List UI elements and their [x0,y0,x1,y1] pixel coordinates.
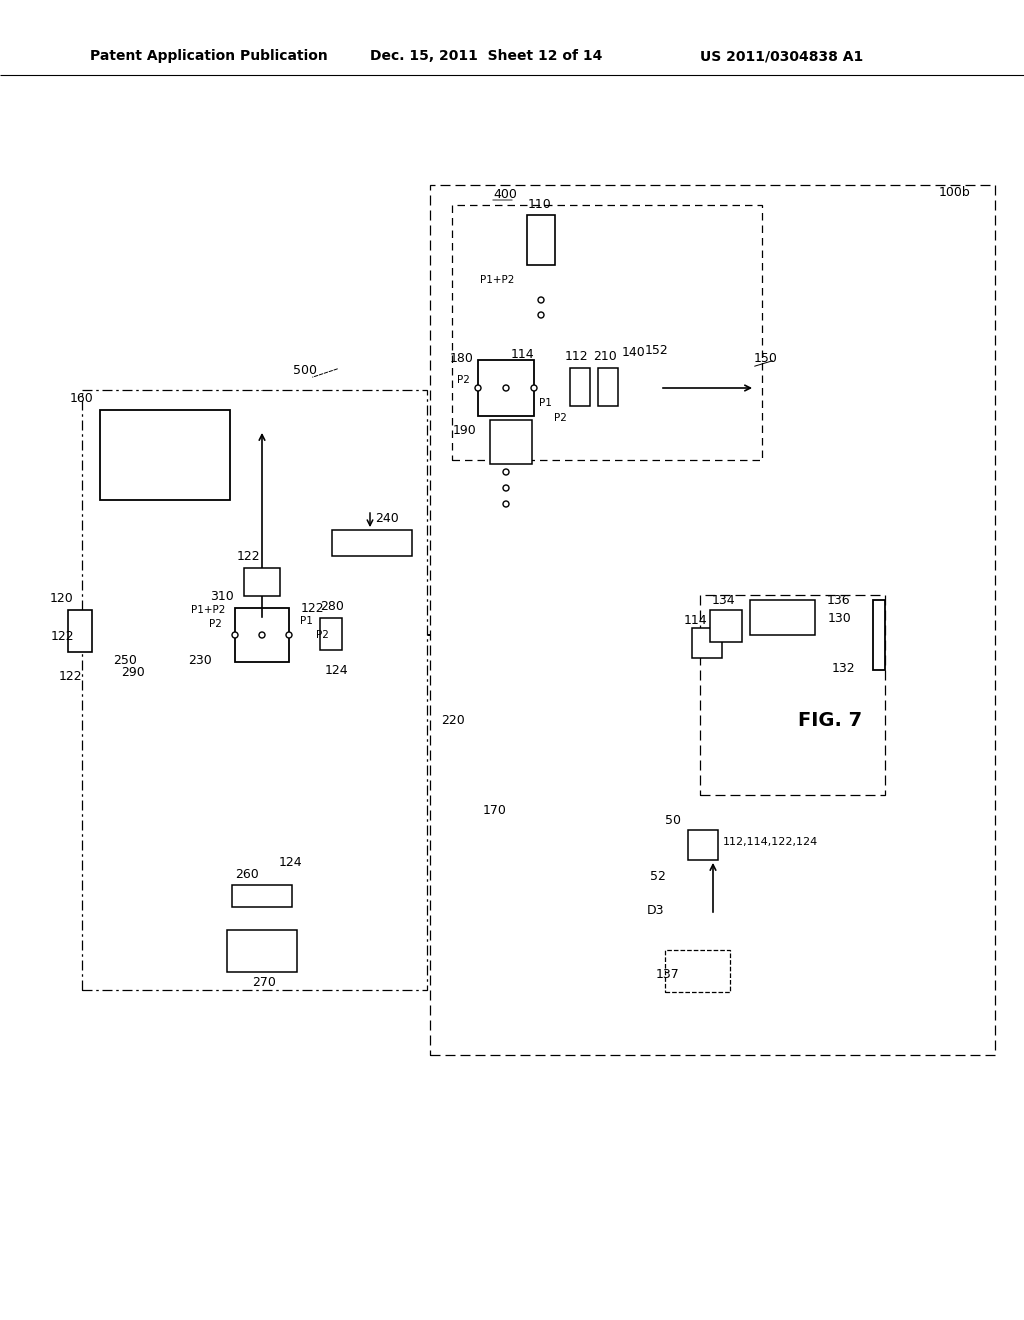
Bar [665,950,730,993]
Bar [319,618,342,649]
Bar [527,215,555,265]
Circle shape [503,469,509,475]
Text: P2: P2 [315,630,329,640]
Circle shape [538,297,544,304]
Text: 110: 110 [528,198,552,210]
Text: 280: 280 [321,601,344,614]
Text: 132: 132 [831,661,855,675]
Bar [332,531,412,556]
Circle shape [538,312,544,318]
Text: 122: 122 [50,630,74,643]
Bar [692,628,722,657]
Bar [452,205,762,459]
Text: 122: 122 [300,602,324,615]
Text: P1: P1 [300,616,312,626]
Text: 114: 114 [683,614,707,627]
Bar [478,360,534,416]
Circle shape [475,385,481,391]
Text: 122: 122 [58,669,82,682]
Text: P2: P2 [209,619,221,630]
Text: 112: 112 [564,350,588,363]
Text: 230: 230 [188,653,212,667]
Text: 120: 120 [50,591,74,605]
Text: P2: P2 [457,375,469,385]
Circle shape [503,484,509,491]
Bar [700,595,885,795]
Text: P1+P2: P1+P2 [190,605,225,615]
Bar [688,830,718,861]
Text: 52: 52 [650,870,666,883]
Text: 290: 290 [121,667,144,680]
Text: P2: P2 [554,413,566,422]
Bar [750,601,815,635]
Text: Patent Application Publication: Patent Application Publication [90,49,328,63]
Text: 136: 136 [826,594,850,606]
Text: 400: 400 [494,189,517,202]
Circle shape [503,502,509,507]
Text: 270: 270 [252,977,275,990]
Text: 180: 180 [451,351,474,364]
Bar [490,420,532,465]
Text: 122: 122 [237,549,260,562]
Bar [244,568,280,597]
Circle shape [232,632,238,638]
Text: FIG. 7: FIG. 7 [798,710,862,730]
Text: 124: 124 [279,855,302,869]
Text: 150: 150 [754,351,778,364]
Bar [100,411,230,500]
Text: 50: 50 [665,813,681,826]
Circle shape [503,385,509,391]
Bar [570,368,590,407]
Text: 134: 134 [712,594,735,606]
Text: 130: 130 [828,611,852,624]
Text: 140: 140 [623,346,646,359]
Text: Dec. 15, 2011  Sheet 12 of 14: Dec. 15, 2011 Sheet 12 of 14 [370,49,602,63]
Circle shape [259,632,265,638]
Bar [710,610,742,642]
Text: 500: 500 [293,363,317,376]
Circle shape [531,385,537,391]
Bar [430,185,995,1055]
Text: 114: 114 [510,348,534,362]
Text: 310: 310 [210,590,233,602]
Text: 124: 124 [325,664,348,676]
Text: 260: 260 [236,869,259,882]
Bar [227,931,297,972]
Bar [232,884,292,907]
Text: D3: D3 [646,903,664,916]
Bar [873,601,885,671]
Text: 250: 250 [113,653,137,667]
Text: 190: 190 [454,424,477,437]
Text: 160: 160 [70,392,94,404]
Text: 170: 170 [483,804,507,817]
Text: US 2011/0304838 A1: US 2011/0304838 A1 [700,49,863,63]
Circle shape [286,632,292,638]
Text: 152: 152 [645,343,669,356]
Text: 220: 220 [441,714,465,726]
Bar [598,368,618,407]
Text: 210: 210 [593,350,616,363]
Text: 100b: 100b [939,186,971,199]
Text: 240: 240 [375,512,399,525]
Text: P1+P2: P1+P2 [480,275,514,285]
Bar [68,610,92,652]
Text: P1: P1 [539,399,552,408]
Bar [82,389,427,990]
Text: 112,114,122,124: 112,114,122,124 [722,837,817,847]
Bar [234,609,289,663]
Text: 137: 137 [656,969,680,982]
